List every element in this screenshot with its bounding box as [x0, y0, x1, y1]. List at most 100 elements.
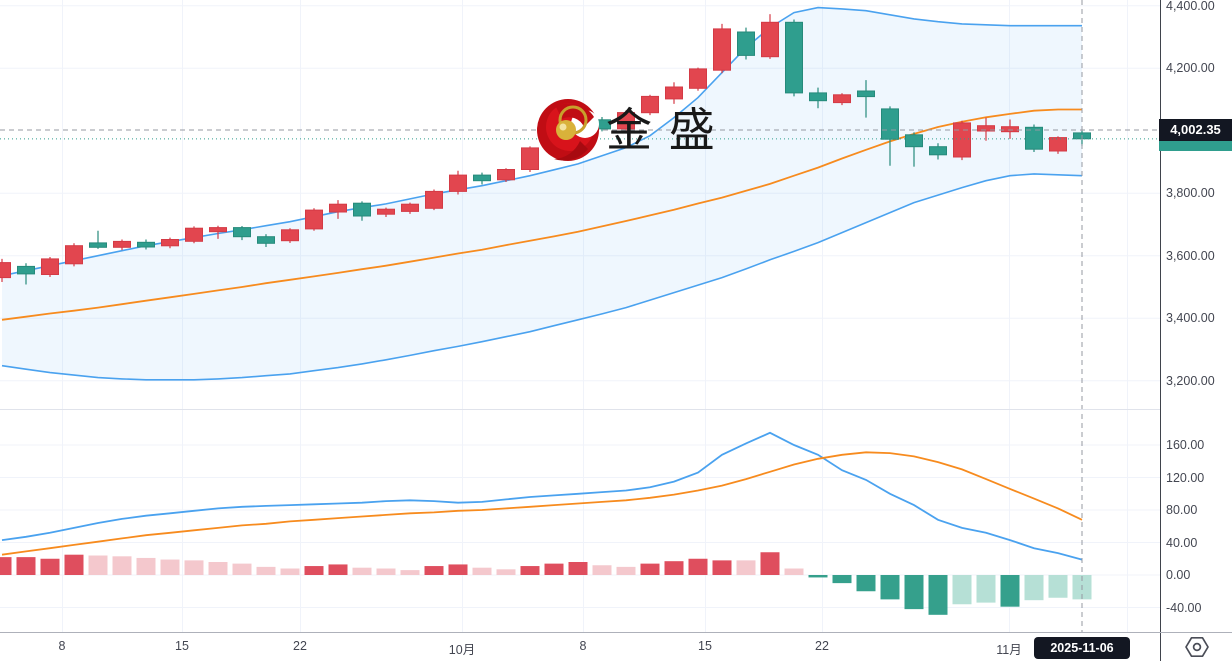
bollinger-middle-band — [1, 108, 1082, 321]
macd-histogram-bar — [568, 562, 588, 575]
macd-tick-label: 80.00 — [1166, 503, 1198, 517]
macd-histogram-bar — [16, 557, 36, 575]
macd-histogram-bar — [472, 567, 492, 575]
macd-histogram-bar — [640, 563, 660, 575]
macd-histogram-bar — [760, 552, 780, 575]
candle-body — [593, 119, 611, 130]
price-axis[interactable]: 4,400.00 4,200.00 3,800.00 3,600.00 3,400.00… — [1160, 0, 1232, 632]
time-tick-label: 8 — [579, 639, 587, 653]
macd-line — [1, 431, 1083, 561]
macd-histogram-bar — [784, 568, 804, 575]
macd-histogram-bar — [376, 568, 396, 575]
macd-histogram-bar — [88, 555, 108, 575]
macd-histogram-bar — [712, 560, 732, 575]
price-tick-label: 4,200.00 — [1166, 61, 1215, 76]
candle-body — [377, 208, 395, 215]
price-tick-label: 3,600.00 — [1166, 248, 1215, 263]
candle-body — [161, 239, 179, 247]
candle-body — [833, 94, 851, 104]
candle-body — [473, 174, 491, 182]
macd-histogram-bar — [328, 564, 348, 575]
macd-histogram-bar — [856, 575, 876, 592]
macd-histogram-bar — [232, 563, 252, 575]
candle-body — [233, 227, 251, 238]
candle-body — [665, 86, 683, 100]
crosshair-date-badge: 2025-11-06 — [1034, 637, 1130, 659]
settings-icon[interactable] — [1183, 635, 1211, 659]
candle-body — [305, 209, 323, 230]
macd-histogram-bar — [592, 565, 612, 575]
bollinger-lower-band — [1, 173, 1083, 381]
macd-histogram-bar — [928, 575, 948, 615]
candle-body — [41, 258, 59, 275]
macd-histogram-bar — [136, 557, 156, 575]
macd-histogram-bar — [688, 558, 708, 575]
candle-body — [113, 240, 131, 248]
candle-body — [689, 68, 707, 89]
crosshair-price-value: 4,002.35 — [1170, 122, 1221, 137]
candle-body — [521, 147, 539, 170]
candle-body — [497, 169, 515, 181]
time-tick-label: 22 — [293, 639, 307, 653]
candle-body — [17, 265, 35, 275]
macd-tick-label: 0.00 — [1166, 568, 1191, 582]
candle-body — [617, 112, 635, 130]
candle-body — [137, 241, 155, 248]
price-tick-label: 4,400.00 — [1166, 0, 1215, 13]
macd-histogram-bar — [520, 566, 540, 575]
macd-tick-label: 40.00 — [1166, 535, 1198, 550]
macd-histogram-bar — [184, 560, 204, 575]
bollinger-upper-band — [1, 6, 1082, 277]
candle-body — [281, 229, 299, 242]
time-tick-label: 8 — [58, 639, 66, 653]
candle-body — [209, 227, 227, 233]
candle-body — [65, 245, 83, 265]
candle-body — [929, 146, 947, 156]
candle-body — [0, 262, 11, 279]
macd-histogram-bar — [64, 554, 84, 575]
macd-histogram-bar — [736, 560, 756, 575]
macd-histogram-bar — [208, 562, 228, 575]
macd-signal-line — [1, 451, 1083, 556]
candle-body — [641, 95, 659, 114]
macd-histogram-bar — [1024, 575, 1044, 601]
candle-body — [425, 190, 443, 209]
candle-body — [1049, 137, 1067, 152]
macd-histogram-bar — [304, 566, 324, 575]
macd-histogram-bar — [352, 567, 372, 575]
candle-body — [1025, 126, 1043, 150]
macd-histogram-bar — [0, 557, 12, 575]
candle-body — [809, 92, 827, 102]
macd-histogram-bar — [880, 575, 900, 600]
macd-histogram-bar — [40, 558, 60, 575]
macd-tick-label: -40.00 — [1166, 600, 1202, 615]
macd-tick-label: 160.00 — [1166, 438, 1205, 452]
axis-corner — [1161, 633, 1232, 661]
macd-histogram-bar — [160, 559, 180, 575]
macd-histogram-bar — [952, 575, 972, 605]
price-tick-label: 3,200.00 — [1166, 373, 1215, 388]
candle-body — [713, 28, 731, 71]
macd-histogram-bar — [448, 564, 468, 575]
time-tick-label: 10月 — [448, 643, 476, 657]
candle-body — [761, 21, 779, 58]
candle-body — [401, 203, 419, 212]
candle-body — [257, 236, 275, 244]
macd-histogram-bar — [1048, 575, 1068, 598]
time-axis[interactable]: 8 15 22 10月 8 15 22 11月 — [0, 632, 1160, 661]
candle-body — [737, 31, 755, 56]
candle-body — [905, 134, 923, 148]
time-tick-label: 22 — [815, 639, 829, 653]
crosshair-date-value: 2025-11-06 — [1050, 641, 1114, 655]
candle-body — [953, 122, 971, 158]
candle-body — [977, 125, 995, 132]
macd-histogram-bar — [112, 556, 132, 575]
macd-histogram-bar — [808, 575, 828, 578]
candle-body — [449, 174, 467, 192]
macd-histogram-bar — [544, 563, 564, 575]
macd-histogram-bar — [256, 566, 276, 575]
macd-histogram-bar — [400, 570, 420, 575]
candle-body — [785, 21, 803, 94]
